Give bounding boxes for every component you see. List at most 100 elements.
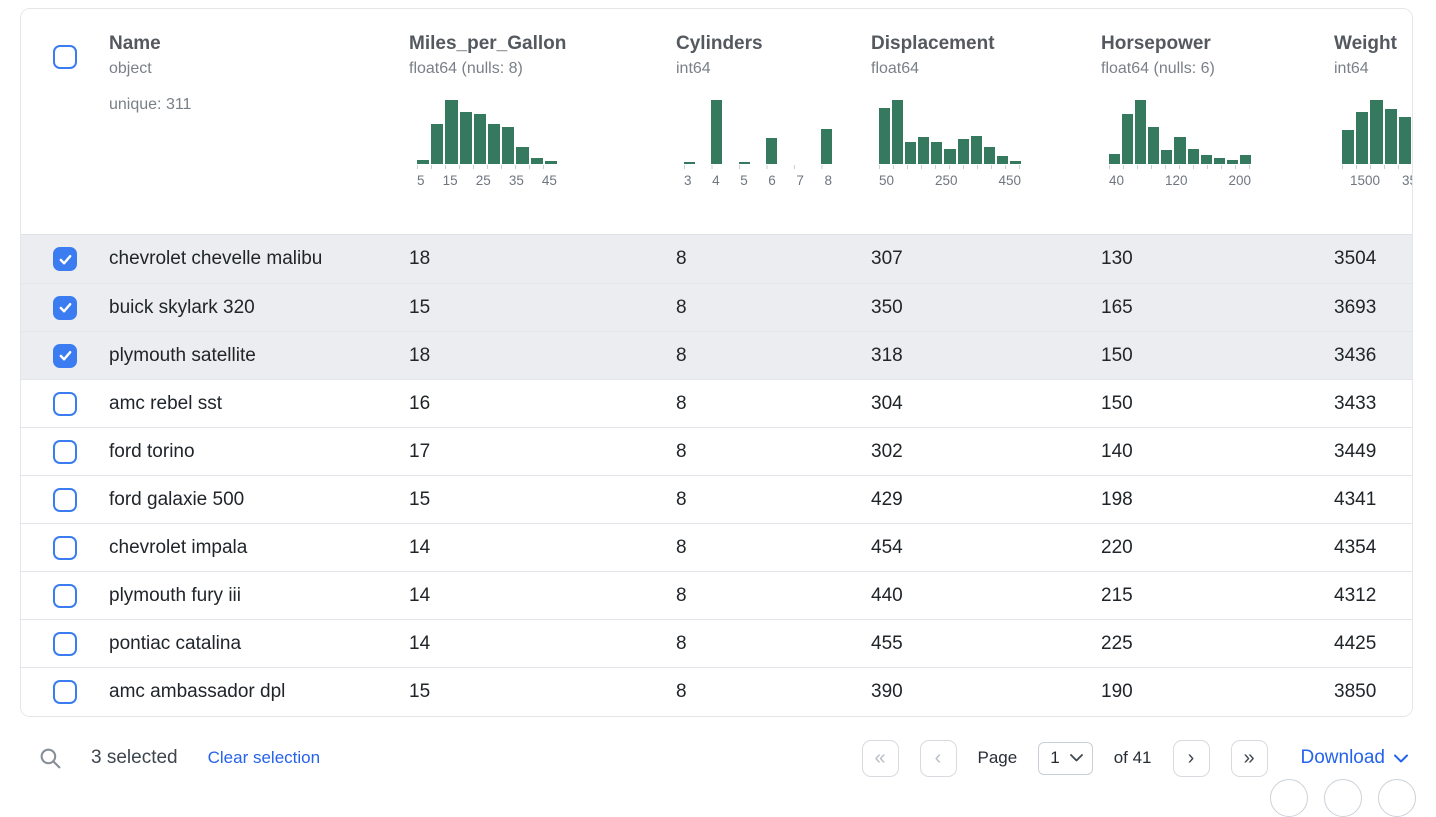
- histogram-bar: [1161, 150, 1173, 164]
- cell-name: ford galaxie 500: [109, 488, 245, 510]
- cell-value: 220: [1101, 536, 1133, 558]
- row-checkbox[interactable]: [53, 343, 77, 368]
- cell-value: 3693: [1334, 296, 1377, 318]
- cell-value: 4354: [1334, 536, 1377, 558]
- cell-value: 150: [1101, 344, 1133, 366]
- cell-name: plymouth fury iii: [109, 584, 241, 606]
- first-page-button[interactable]: «: [861, 739, 899, 777]
- cell-name: amc rebel sst: [109, 392, 222, 414]
- column-header-weight[interactable]: Weight int64 1500 35: [1334, 9, 1412, 234]
- table-footer: 3 selected Clear selection « ‹ Page 1 of…: [38, 734, 1408, 782]
- row-checkbox[interactable]: [53, 295, 77, 320]
- cell-value: 8: [676, 296, 687, 318]
- row-checkbox-cell: [21, 679, 109, 704]
- select-all-checkbox[interactable]: [53, 45, 77, 69]
- search-icon[interactable]: [38, 746, 63, 771]
- row-checkbox[interactable]: [53, 391, 77, 416]
- cell-value: 3433: [1334, 392, 1377, 414]
- histogram-bar: [417, 160, 430, 164]
- horsepower-histogram: 40 120 200: [1109, 100, 1252, 188]
- histogram-bar: [931, 142, 943, 164]
- histogram-bar: [1122, 114, 1134, 164]
- floating-button-partial[interactable]: [1324, 779, 1362, 817]
- column-label: Name: [109, 33, 161, 54]
- cell-value: 18: [409, 344, 431, 366]
- double-chevron-left-icon: «: [874, 747, 886, 769]
- histogram-bar: [711, 100, 723, 164]
- histogram-bar: [766, 138, 778, 164]
- histogram-tick-label: 15: [442, 173, 458, 188]
- row-checkbox[interactable]: [53, 631, 77, 656]
- histogram-tick-label: 35: [508, 173, 524, 188]
- cell-value: 3504: [1334, 248, 1377, 269]
- cell-value: 15: [409, 488, 431, 510]
- row-checkbox[interactable]: [53, 679, 77, 704]
- column-dtype: float64 (nulls: 8): [409, 60, 523, 77]
- cell-value: 318: [871, 344, 903, 366]
- cell-value: 190: [1101, 680, 1133, 702]
- cell-name: chevrolet chevelle malibu: [109, 248, 323, 269]
- cell-value: 15: [409, 680, 431, 702]
- displacement-histogram: 50 250 450: [879, 100, 1022, 188]
- table-row: amc ambassador dpl 15 8 390 190 3850: [21, 667, 1412, 715]
- histogram-bar: [473, 114, 487, 164]
- cell-value: 429: [871, 488, 903, 510]
- column-label: Miles_per_Gallon: [409, 33, 567, 54]
- row-checkbox[interactable]: [53, 583, 77, 608]
- column-dtype: int64: [1334, 60, 1369, 77]
- column-unique-count: unique: 311: [109, 96, 192, 113]
- row-checkbox-cell: [21, 535, 109, 560]
- column-label: Displacement: [871, 33, 995, 54]
- histogram-bar: [1174, 137, 1186, 164]
- row-checkbox-cell: [21, 391, 109, 416]
- row-checkbox[interactable]: [53, 487, 77, 512]
- column-label: Horsepower: [1101, 33, 1211, 54]
- cell-value: 8: [676, 536, 687, 558]
- column-header-displacement[interactable]: Displacement float64 50 250 450: [871, 9, 1101, 234]
- histogram-bar: [445, 100, 458, 164]
- cell-value: 4425: [1334, 632, 1377, 654]
- row-checkbox-cell: [21, 487, 109, 512]
- cell-value: 304: [871, 392, 903, 414]
- histogram-bar: [1342, 130, 1355, 164]
- cell-value: 140: [1101, 440, 1133, 462]
- cell-value: 4341: [1334, 488, 1377, 510]
- row-checkbox-cell: [21, 439, 109, 464]
- histogram-bar: [820, 129, 832, 164]
- histogram-tick-label: 40: [1109, 173, 1125, 188]
- clear-selection-link[interactable]: Clear selection: [207, 748, 321, 767]
- column-header-name[interactable]: Name object unique: 311: [109, 9, 409, 234]
- column-dtype: float64: [871, 60, 920, 77]
- cell-value: 198: [1101, 488, 1133, 510]
- column-dtype: object: [109, 60, 152, 77]
- row-checkbox[interactable]: [53, 535, 77, 560]
- histogram-bar: [1200, 155, 1212, 164]
- double-chevron-right-icon: »: [1243, 747, 1255, 769]
- last-page-button[interactable]: »: [1230, 739, 1268, 777]
- table-row: ford torino 17 8 302 140 3449: [21, 427, 1412, 475]
- histogram-bar: [996, 156, 1008, 164]
- cell-value: 225: [1101, 632, 1133, 654]
- floating-button-partial[interactable]: [1270, 779, 1308, 817]
- row-checkbox[interactable]: [53, 247, 77, 271]
- histogram-tick-label: 4: [712, 173, 720, 188]
- floating-button-partial[interactable]: [1378, 779, 1416, 817]
- next-page-button[interactable]: ›: [1172, 739, 1210, 777]
- cell-value: 440: [871, 584, 903, 606]
- column-header-miles-per-gallon[interactable]: Miles_per_Gallon float64 (nulls: 8) 5 15 2…: [409, 9, 676, 234]
- cell-value: 390: [871, 680, 903, 702]
- column-header-cylinders[interactable]: Cylinders int64 3 4 5 6 7 8: [676, 9, 871, 234]
- row-checkbox[interactable]: [53, 439, 77, 464]
- histogram-bar: [516, 147, 529, 164]
- histogram-bar: [983, 147, 995, 164]
- page-number-select[interactable]: 1: [1038, 741, 1093, 775]
- previous-page-button[interactable]: ‹: [919, 739, 957, 777]
- histogram-tickmarks: [417, 165, 557, 169]
- page-number-value: 1: [1050, 748, 1060, 767]
- column-header-horsepower[interactable]: Horsepower float64 (nulls: 6) 40 120 200: [1101, 9, 1334, 234]
- chevron-down-icon: [1394, 754, 1408, 762]
- download-button[interactable]: Download: [1301, 747, 1408, 769]
- histogram-bar: [892, 100, 904, 164]
- histogram-bar: [502, 127, 515, 164]
- histogram-bar: [488, 124, 501, 164]
